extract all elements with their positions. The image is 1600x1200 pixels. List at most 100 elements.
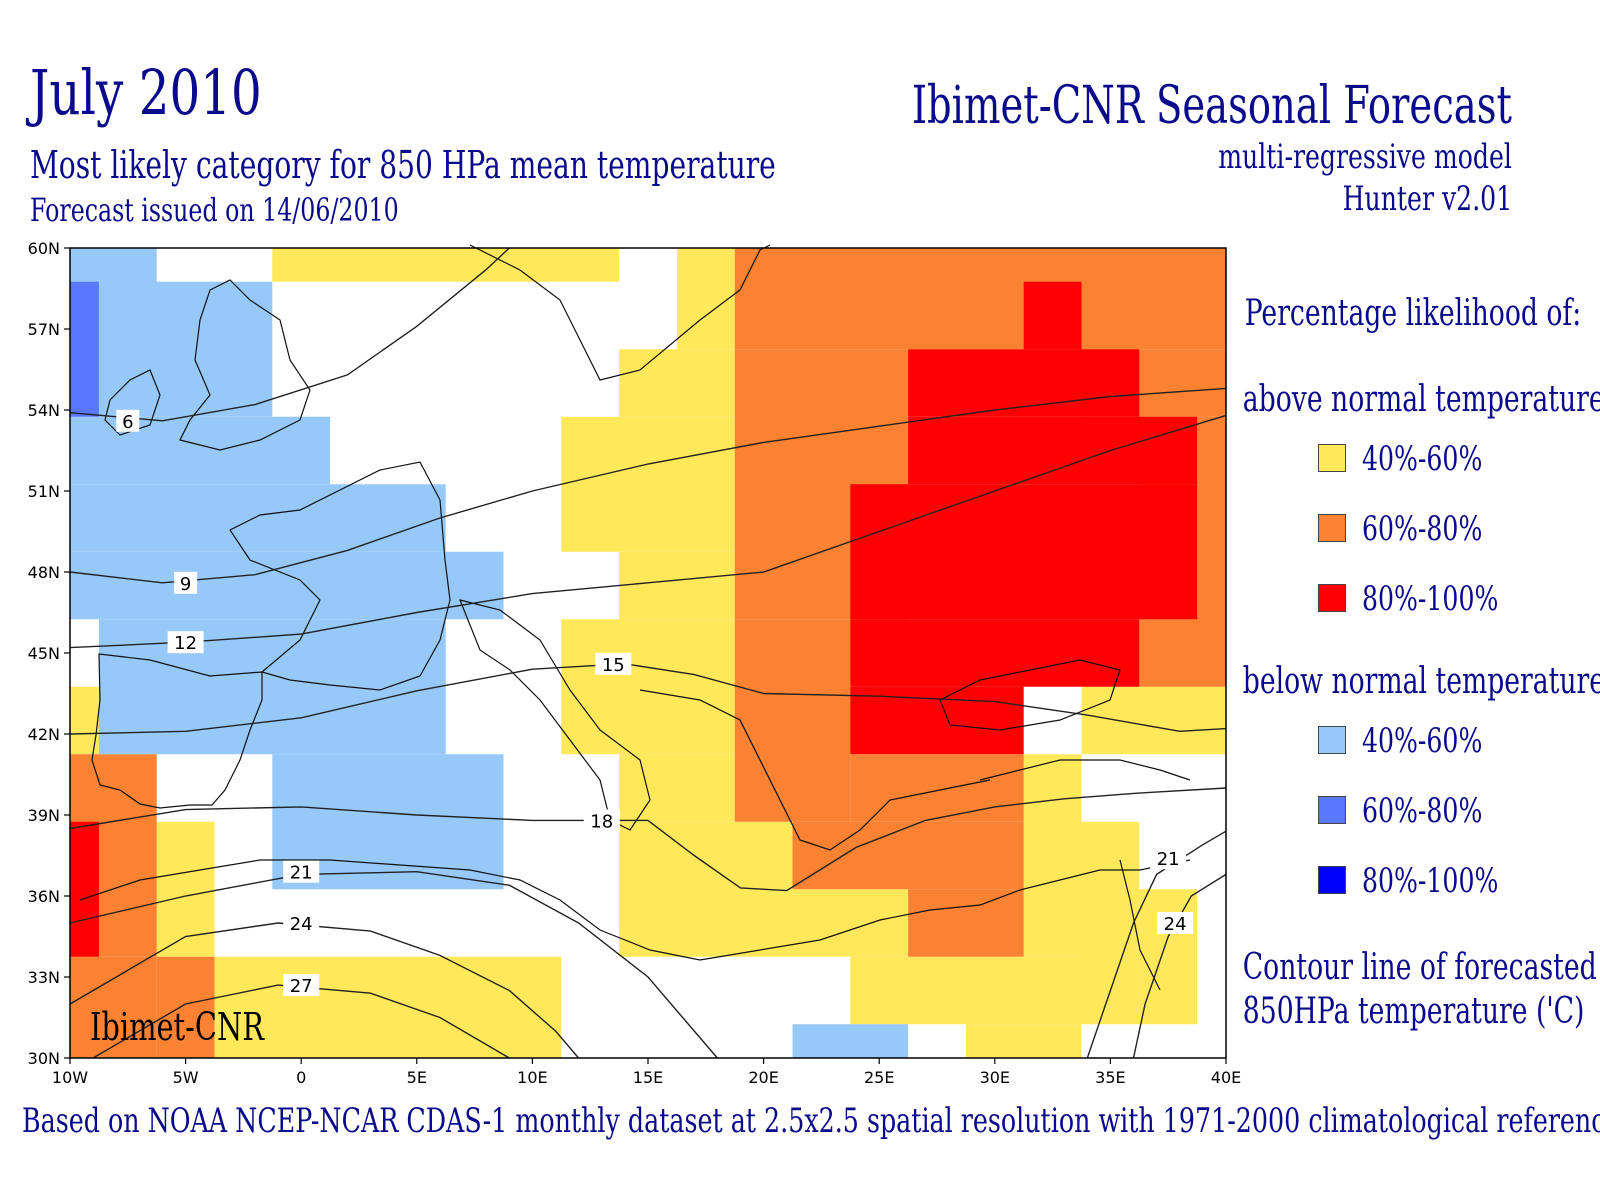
contour-line [69, 387, 1227, 584]
coast-levant [1119, 859, 1161, 991]
contour-label-bg [595, 652, 632, 675]
legend-above-title: above normal temperature [1242, 379, 1600, 420]
legend-label-above-3: 80%-100% [1362, 579, 1499, 619]
coast-anatolia [979, 759, 1191, 781]
latitude-axis: 60N 57N 54N 51N 48N 45N 42N 39N 36N 33N 30N [28, 239, 70, 1068]
probability-cell-b1 [98, 619, 446, 755]
probability-cell-a1 [561, 619, 735, 755]
coast-britain [179, 279, 311, 451]
contour-line [69, 414, 1227, 649]
lat-tick-label: 33N [28, 968, 60, 987]
lat-tick-label: 48N [28, 563, 60, 582]
legend-label-above-2: 60%-80% [1362, 509, 1483, 549]
model-name: multi-regressive model [1218, 137, 1512, 177]
probability-cell-a1 [272, 248, 620, 282]
legend-contour-line2: 850HPa temperature ('C) [1242, 991, 1585, 1032]
contour-label-bg [283, 912, 320, 934]
contour-label: 9 [180, 574, 191, 595]
lat-tick-label: 45N [28, 644, 60, 663]
lat-tick-label: 36N [28, 887, 60, 906]
probability-cell-a1 [70, 686, 99, 755]
legend-label-above-1: 40%-60% [1362, 439, 1483, 479]
probability-cell-a3 [70, 821, 99, 957]
contour-label-bg [1150, 847, 1187, 870]
contour-label: 18 [590, 811, 613, 832]
probability-cell-b1 [792, 1024, 909, 1058]
probability-cell-b1 [70, 551, 504, 620]
probability-cell-a1 [792, 889, 909, 957]
lon-tick-label: 25E [864, 1068, 894, 1087]
lon-tick-label: 5E [407, 1068, 427, 1087]
contour-label: 6 [122, 412, 133, 433]
contour-label: 21 [1157, 849, 1180, 870]
coast-black-sea [939, 659, 1121, 731]
lat-tick-label: 39N [28, 806, 60, 825]
contour-label-bg [174, 571, 198, 594]
probability-cells [70, 248, 1226, 1058]
probability-cell-a1 [619, 349, 735, 417]
contour-line [1132, 873, 1227, 1059]
legend-label-below-3: 80%-100% [1362, 861, 1499, 901]
probability-cell-a1 [1139, 889, 1198, 1025]
contour-label-bg [1157, 912, 1194, 934]
contour-label: 21 [290, 863, 313, 884]
legend-swatch-below-2 [1318, 796, 1346, 824]
lon-tick-label: 40E [1211, 1068, 1241, 1087]
contour-line [69, 663, 1227, 735]
lat-tick-label: 51N [28, 482, 60, 501]
contour-line [69, 922, 580, 1059]
temperature-contours: 6 9 12 15 18 21 21 24 24 27 [69, 247, 1227, 1059]
legend-below-title: below normal temperature [1242, 661, 1600, 702]
watermark: Ibimet-CNR [90, 1005, 265, 1049]
probability-cell-a3 [908, 416, 1198, 485]
legend-swatch-below-1 [1318, 726, 1346, 754]
probability-cell-a2 [156, 956, 215, 1058]
probability-cell-b2 [70, 281, 99, 417]
probability-cell-a2 [908, 889, 1024, 957]
lat-tick-label: 30N [28, 1049, 60, 1068]
probability-cell-a1 [1023, 754, 1082, 957]
legend-label-below-2: 60%-80% [1362, 791, 1483, 831]
lon-tick-label: 0 [296, 1068, 306, 1087]
probability-cell-b1 [70, 281, 273, 417]
contour-line [69, 247, 510, 422]
legend-swatch-below-3 [1318, 866, 1346, 894]
contour-label-bg [583, 809, 620, 832]
coast-france [229, 461, 451, 691]
map-frame [69, 247, 1227, 1059]
contour-label: 24 [290, 914, 313, 935]
probability-cell-a2 [850, 754, 1024, 822]
probability-cell-a2 [70, 956, 157, 1058]
contour-label-bg [167, 631, 204, 654]
legend-swatch-above-1 [1318, 444, 1346, 472]
contour-label: 24 [1164, 914, 1187, 935]
contour-label: 15 [602, 655, 625, 676]
longitude-axis: 10W 5W 0 5E 10E 15E 20E 25E 30E 35E 40E [52, 1058, 1241, 1087]
contour-label: 27 [290, 976, 313, 997]
page-subtitle: Most likely category for 850 HPa mean te… [30, 143, 776, 187]
probability-cell-a3 [850, 686, 1024, 755]
lon-tick-label: 10W [52, 1068, 88, 1087]
coastlines [79, 244, 1191, 991]
probability-cell-a1 [1081, 821, 1140, 1025]
legend-swatch-above-3 [1318, 584, 1346, 612]
probability-cell-a2 [734, 248, 1226, 350]
probability-cell-a1 [1081, 686, 1226, 755]
legend-label-below-1: 40%-60% [1362, 721, 1483, 761]
legend-contour-line1: Contour line of forecasted [1242, 947, 1597, 988]
footer-note: Based on NOAA NCEP-NCAR CDAS-1 monthly d… [22, 1101, 1600, 1141]
contour-line [92, 984, 510, 1059]
contour-line [69, 787, 1227, 892]
lon-tick-label: 15E [633, 1068, 663, 1087]
probability-cell-b1 [70, 416, 331, 485]
coast-scandinavia [469, 244, 771, 381]
contour-label-bg [116, 409, 140, 432]
probability-cell-a2 [792, 821, 1024, 890]
probability-cell-a3 [1023, 281, 1082, 350]
coast-iberia [91, 653, 263, 809]
lon-tick-label: 10E [517, 1068, 547, 1087]
probability-cell-a1 [619, 754, 735, 822]
model-version: Hunter v2.01 [1342, 179, 1512, 219]
probability-cell-a3 [850, 619, 1140, 687]
